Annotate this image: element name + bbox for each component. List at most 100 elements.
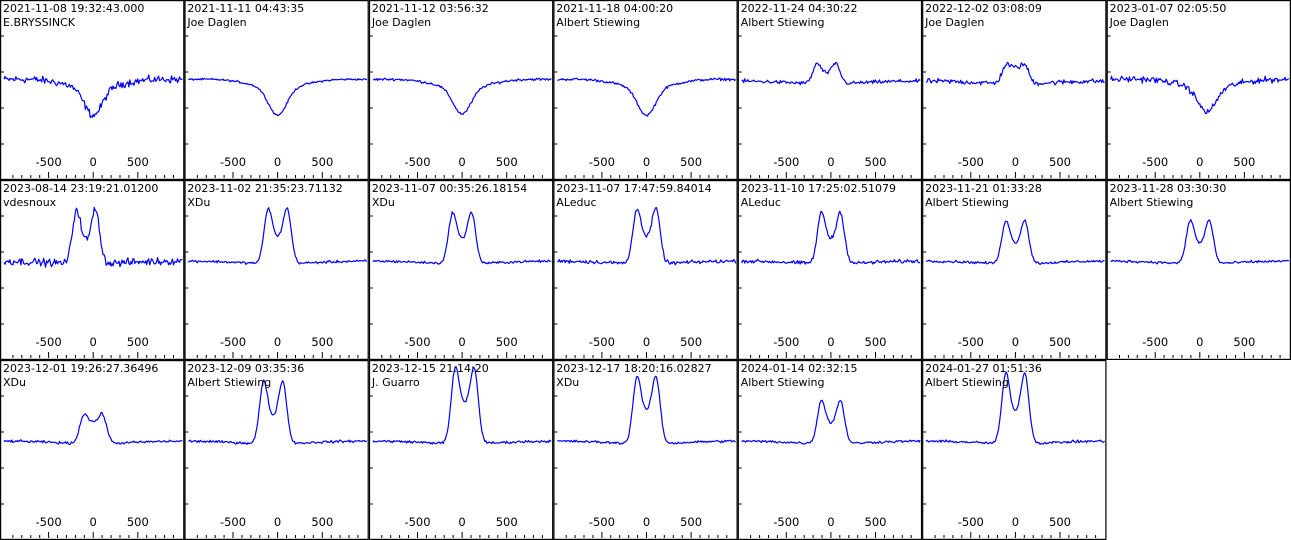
x-tick-label: -500: [773, 155, 799, 169]
panel-date-label: 2023-11-10 17:25:02.51079: [741, 182, 896, 195]
panel-observer-label: Albert Stiewing: [187, 376, 271, 389]
panel-date-label: 2024-01-14 02:32:15: [741, 362, 858, 375]
x-tick-label: -500: [404, 335, 430, 349]
x-tick-label: 0: [1012, 335, 1019, 349]
spectrum-line: [188, 208, 367, 265]
panel-observer-label: Joe Daglen: [1109, 16, 1169, 29]
spectrum-line: [373, 212, 551, 265]
x-tick-label: -500: [1142, 335, 1168, 349]
spectrum-line: [1111, 76, 1289, 114]
spectrum-panel: 2023-08-14 23:19:21.01200vdesnoux-500 0 50…: [1, 181, 184, 360]
spectrum-line: [557, 78, 735, 116]
panel-observer-label: Albert Stiewing: [925, 196, 1009, 209]
spectrum-line: [557, 208, 735, 265]
x-tick-label: -500: [589, 155, 615, 169]
x-tick-label: -500: [773, 335, 799, 349]
panel-date-label: 2024-01-27 01:51:36: [925, 362, 1042, 375]
x-tick-label: -500: [958, 155, 984, 169]
panel-observer-label: Joe Daglen: [186, 16, 246, 29]
panel-observer-label: Joe Daglen: [924, 16, 984, 29]
x-tick-label: 500: [127, 155, 149, 169]
x-tick-label: 500: [311, 335, 333, 349]
x-tick-label: 500: [865, 155, 887, 169]
panel-frame: [554, 361, 737, 540]
spectrum-line: [926, 62, 1105, 85]
panel-observer-label: ALeduc: [741, 196, 781, 209]
panel-observer-label: XDu: [556, 376, 579, 389]
panel-date-label: 2021-11-11 04:43:35: [187, 2, 304, 15]
x-tick-label: 500: [311, 515, 333, 529]
spectrum-line: [4, 207, 182, 267]
panel-date-label: 2023-11-02 21:35:23.71132: [187, 182, 342, 195]
x-tick-label: 0: [643, 335, 650, 349]
x-tick-label: 0: [458, 155, 465, 169]
spectrum-line: [188, 78, 367, 115]
spectrum-panel: 2023-12-01 19:26:27.36496XDu-500 0 500: [1, 361, 184, 540]
panel-observer-label: Albert Stiewing: [741, 16, 825, 29]
spectrum-line: [742, 211, 920, 264]
panel-date-label: 2022-12-02 03:08:09: [925, 2, 1042, 15]
spectrum-line: [926, 220, 1105, 265]
x-tick-label: 0: [274, 155, 281, 169]
x-tick-label: 500: [1233, 155, 1255, 169]
spectrum-panel: 2021-11-11 04:43:35Joe Daglen -500 0 500: [185, 1, 368, 180]
panel-date-label: 2023-11-07 17:47:59.84014: [556, 182, 711, 195]
spectrum-panel: 2021-11-18 04:00:20Albert Stiewing-500 0 5…: [554, 1, 737, 180]
spectrum-line: [373, 78, 551, 114]
x-tick-label: 0: [90, 155, 97, 169]
spectrum-panel: 2021-11-12 03:56:32Joe Daglen-500 0 500: [370, 1, 553, 180]
panel-date-label: 2023-12-09 03:35:36: [187, 362, 304, 375]
x-tick-label: -500: [773, 515, 799, 529]
panel-frame: [185, 181, 368, 360]
x-tick-label: 500: [680, 515, 702, 529]
panel-observer-label: Albert Stiewing: [556, 16, 640, 29]
x-tick-label: 0: [90, 515, 97, 529]
spectrum-line: [188, 380, 367, 445]
panel-observer-label: Albert Stiewing: [741, 376, 825, 389]
x-tick-label: -500: [220, 515, 246, 529]
x-tick-label: 0: [90, 335, 97, 349]
panel-observer-label: Albert Stiewing: [1110, 196, 1194, 209]
x-tick-label: 500: [1049, 335, 1071, 349]
x-tick-label: -500: [36, 335, 62, 349]
x-tick-label: 0: [1012, 155, 1019, 169]
x-tick-label: -500: [220, 155, 246, 169]
x-tick-label: -500: [589, 335, 615, 349]
x-tick-label: 0: [1012, 515, 1019, 529]
spectrum-line: [4, 75, 182, 118]
x-tick-label: 0: [274, 515, 281, 529]
spectrum-line: [4, 413, 182, 445]
spectrum-panel: 2021-11-08 19:32:43.000E.BRYSSINCK-500 0 5…: [1, 1, 184, 180]
spectrum-line: [742, 400, 920, 444]
panel-date-label: 2023-01-07 02:05:50: [1110, 2, 1227, 15]
x-tick-label: -500: [958, 335, 984, 349]
x-tick-label: -500: [404, 515, 430, 529]
x-tick-label: -500: [36, 155, 62, 169]
x-tick-label: -500: [36, 515, 62, 529]
panel-date-label: 2021-11-08 19:32:43.000: [3, 2, 144, 15]
panel-observer-label: XDu: [3, 376, 26, 389]
panel-observer-label: XDu: [187, 196, 210, 209]
panel-date-label: 2023-12-15 21:14:20: [372, 362, 489, 375]
spectrum-panel: 2023-11-21 01:33:28Albert Stiewing-500 0 5…: [923, 181, 1106, 360]
panel-observer-label: vdesnoux: [3, 196, 57, 209]
x-tick-label: 0: [274, 335, 281, 349]
x-tick-label: 500: [496, 515, 518, 529]
panel-frame: [370, 181, 553, 360]
panel-date-label: 2023-11-07 00:35:26.18154: [372, 182, 527, 195]
spectrum-line: [742, 62, 920, 84]
x-tick-label: 0: [643, 515, 650, 529]
spectrum-line: [557, 376, 735, 444]
panel-date-label: 2023-11-28 03:30:30: [1110, 182, 1227, 195]
x-tick-label: 500: [865, 335, 887, 349]
x-tick-label: 500: [865, 515, 887, 529]
x-tick-label: 500: [311, 155, 333, 169]
